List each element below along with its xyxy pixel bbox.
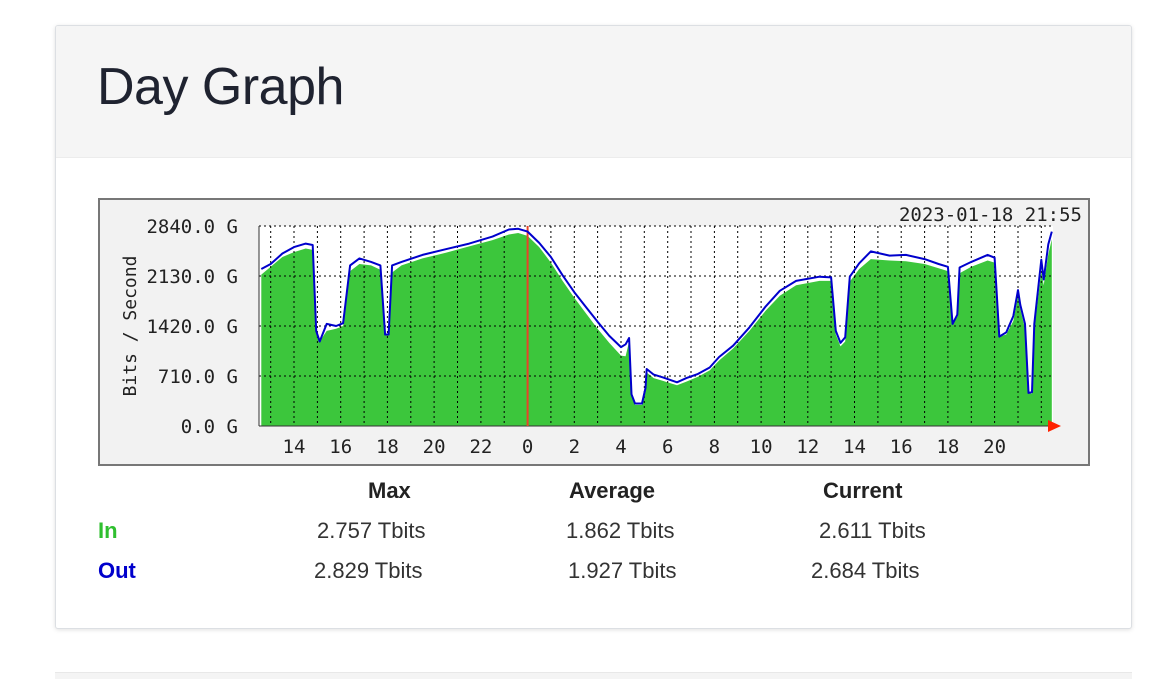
y-axis-label: Bits / Second — [120, 256, 141, 397]
chart-svg: 2023-01-18 21:55 Bits / Second 0.0 G 710.… — [98, 198, 1090, 466]
x-tick-label: 2 — [569, 436, 580, 458]
y-tick-label: 1420.0 G — [146, 316, 238, 338]
stats-out-current: 2.684 Tbits — [811, 558, 920, 583]
x-tick-label: 20 — [983, 436, 1006, 458]
y-tick-label: 0.0 G — [181, 416, 238, 438]
x-tick-label: 0 — [522, 436, 533, 458]
y-tick-label: 710.0 G — [158, 366, 238, 388]
stats-row-out-label: Out — [98, 558, 136, 583]
x-tick-label: 12 — [796, 436, 819, 458]
x-tick-label: 14 — [283, 436, 306, 458]
x-tick-label: 4 — [615, 436, 626, 458]
x-tick-label: 8 — [709, 436, 720, 458]
y-tick-label: 2840.0 G — [146, 216, 238, 238]
x-axis-arrow — [1048, 420, 1061, 432]
timestamp-label: 2023-01-18 21:55 — [899, 204, 1082, 226]
stats-header-max: Max — [368, 478, 411, 503]
x-tick-label: 14 — [843, 436, 866, 458]
stats-out-max: 2.829 Tbits — [314, 558, 423, 583]
x-tick-label: 16 — [890, 436, 913, 458]
x-tick-label: 10 — [750, 436, 773, 458]
stats-header-current: Current — [823, 478, 903, 503]
y-tick-label: 2130.0 G — [146, 266, 238, 288]
x-tick-label: 18 — [936, 436, 959, 458]
stats-in-max: 2.757 Tbits — [317, 518, 426, 543]
x-tick-label: 18 — [376, 436, 399, 458]
x-tick-label: 20 — [423, 436, 446, 458]
next-panel-edge — [55, 672, 1132, 679]
series-out-line — [260, 227, 1053, 405]
stats-in-average: 1.862 Tbits — [566, 518, 675, 543]
panel-title: Day Graph — [97, 58, 344, 116]
x-tick-label: 16 — [329, 436, 352, 458]
stats-out-average: 1.927 Tbits — [568, 558, 677, 583]
stats-row-in-label: In — [98, 518, 118, 543]
stats-header-average: Average — [569, 478, 656, 503]
stats-table: Max Average Current In 2.757 Tbits 1.862… — [98, 476, 998, 586]
x-tick-label: 6 — [662, 436, 673, 458]
x-tick-label: 22 — [469, 436, 492, 458]
stats-in-current: 2.611 Tbits — [819, 518, 926, 543]
panel-header: Day Graph — [56, 26, 1131, 158]
mrtg-day-graph: 2023-01-18 21:55 Bits / Second 0.0 G 710.… — [98, 198, 1090, 466]
